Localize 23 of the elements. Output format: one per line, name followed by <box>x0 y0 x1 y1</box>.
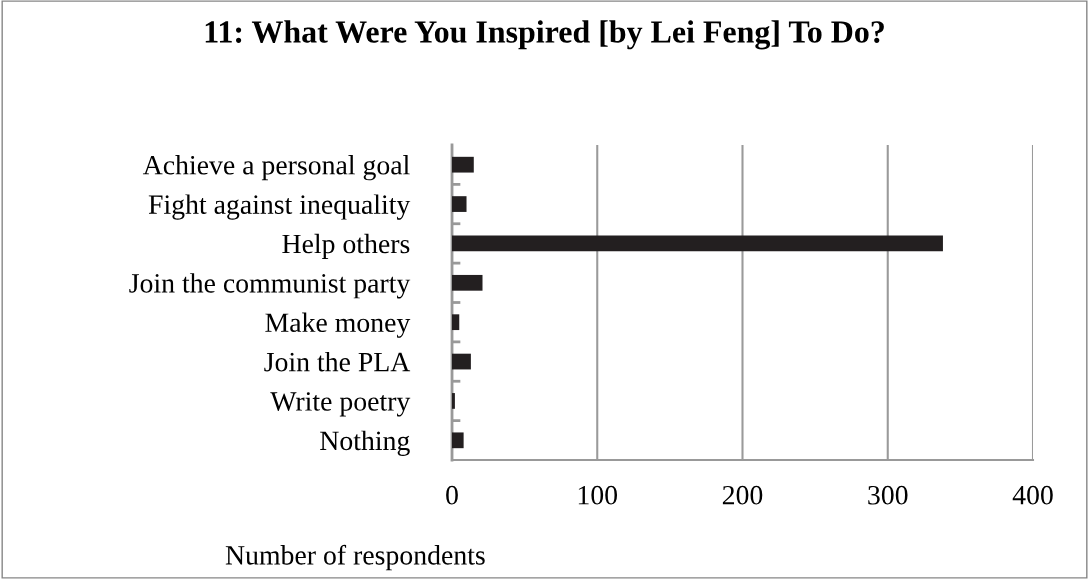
x-tick-label: 0 <box>446 485 458 505</box>
x-tick-label: 100 <box>578 485 618 505</box>
y-tick-label: Nothing <box>320 430 410 456</box>
x-tick-label: 400 <box>1012 485 1053 505</box>
y-tick-label: Join the communist party <box>129 273 411 299</box>
x-tick-label: 200 <box>722 485 763 505</box>
bar <box>452 353 471 370</box>
bar <box>452 235 943 252</box>
y-tick-label: Make money <box>265 312 411 338</box>
bar <box>452 393 455 409</box>
bar <box>452 156 474 173</box>
y-tick-label: Help others <box>282 233 410 259</box>
bar <box>452 196 467 212</box>
y-tick-label: Join the PLA <box>264 351 411 372</box>
bar <box>452 314 460 331</box>
y-tick-label: Write poetry <box>270 392 411 417</box>
y-tick-label: Achieve a personal goal <box>142 155 410 181</box>
bar <box>452 432 464 449</box>
chart-title: 11: What Were You Inspired [by Lei Feng] To Do? <box>205 20 884 50</box>
x-tick-label: 300 <box>868 485 908 505</box>
bar <box>452 274 483 291</box>
x-axis-title: Number of respondents <box>225 544 485 571</box>
y-tick-label: Fight against inequality <box>148 194 411 220</box>
